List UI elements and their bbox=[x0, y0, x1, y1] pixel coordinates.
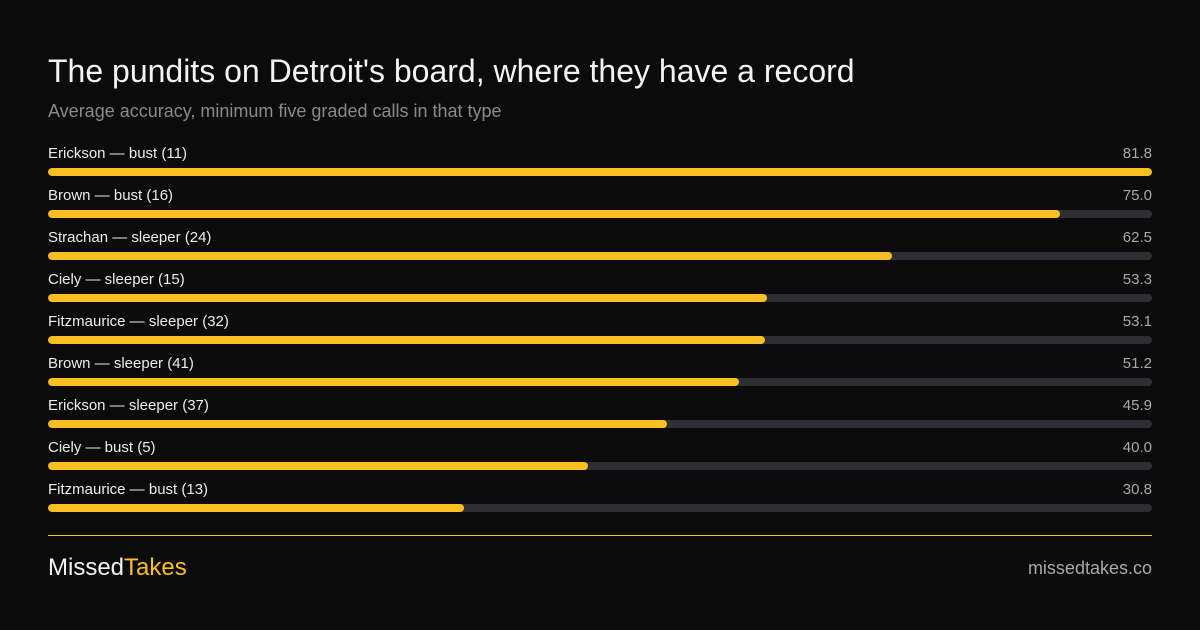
bar-fill bbox=[48, 336, 765, 344]
bar-label: Erickson — sleeper (37) bbox=[48, 397, 209, 414]
brand-name-part2: Takes bbox=[124, 554, 187, 581]
bar-track bbox=[48, 504, 1152, 512]
bar-value-label: 75.0 bbox=[1122, 187, 1152, 204]
bar-row: Ciely — bust (5) 40.0 bbox=[48, 438, 1152, 480]
bar-value-label: 53.1 bbox=[1122, 313, 1152, 330]
bar-fill bbox=[48, 462, 588, 470]
bar-track bbox=[48, 336, 1152, 344]
bar-value-label: 51.2 bbox=[1122, 355, 1152, 372]
bar-label: Ciely — sleeper (15) bbox=[48, 271, 185, 288]
bar-track bbox=[48, 420, 1152, 428]
bar-track bbox=[48, 210, 1152, 218]
bar-label: Strachan — sleeper (24) bbox=[48, 229, 212, 246]
bar-track bbox=[48, 168, 1152, 176]
bar-label: Fitzmaurice — bust (13) bbox=[48, 481, 209, 498]
bar-label: Erickson — bust (11) bbox=[48, 145, 187, 162]
bar-value-label: 40.0 bbox=[1122, 439, 1152, 456]
chart-title: The pundits on Detroit's board, where th… bbox=[48, 53, 855, 89]
bar-fill bbox=[48, 378, 739, 386]
bar-label: Brown — bust (16) bbox=[48, 187, 174, 204]
bar-row: Brown — bust (16) 75.0 bbox=[48, 186, 1152, 228]
bar-row: Fitzmaurice — sleeper (32) 53.1 bbox=[48, 312, 1152, 354]
bar-value-label: 53.3 bbox=[1122, 271, 1152, 288]
bar-label: Fitzmaurice — sleeper (32) bbox=[48, 313, 229, 330]
bar-chart: Erickson — bust (11) 81.8 Brown — bust (16… bbox=[48, 144, 1152, 522]
bar-row: Ciely — sleeper (15) 53.3 bbox=[48, 270, 1152, 312]
bar-fill bbox=[48, 294, 767, 302]
bar-fill bbox=[48, 504, 464, 512]
bar-row: Strachan — sleeper (24) 62.5 bbox=[48, 228, 1152, 270]
footer-divider bbox=[48, 535, 1152, 536]
brand-logo: MissedTakes bbox=[48, 554, 187, 582]
bar-row: Erickson — bust (11) 81.8 bbox=[48, 144, 1152, 186]
bar-fill bbox=[48, 420, 667, 428]
bar-label: Brown — sleeper (41) bbox=[48, 355, 194, 372]
site-url: missedtakes.co bbox=[1027, 558, 1152, 578]
bar-value-label: 45.9 bbox=[1122, 397, 1152, 414]
brand-name-part1: Missed bbox=[48, 554, 125, 581]
bar-value-label: 30.8 bbox=[1122, 481, 1152, 498]
bar-track bbox=[48, 252, 1152, 260]
bar-fill bbox=[48, 252, 892, 260]
bar-label: Ciely — bust (5) bbox=[48, 439, 156, 456]
bar-track bbox=[48, 294, 1152, 302]
bar-value-label: 62.5 bbox=[1122, 229, 1152, 246]
bar-fill bbox=[48, 168, 1152, 176]
bar-track bbox=[48, 378, 1152, 386]
bar-row: Fitzmaurice — bust (13) 30.8 bbox=[48, 480, 1152, 522]
bar-fill bbox=[48, 210, 1060, 218]
bar-row: Brown — sleeper (41) 51.2 bbox=[48, 354, 1152, 396]
bar-value-label: 81.8 bbox=[1122, 145, 1152, 162]
bar-row: Erickson — sleeper (37) 45.9 bbox=[48, 396, 1152, 438]
bar-track bbox=[48, 462, 1152, 470]
chart-subtitle: Average accuracy, minimum five graded ca… bbox=[48, 101, 502, 121]
